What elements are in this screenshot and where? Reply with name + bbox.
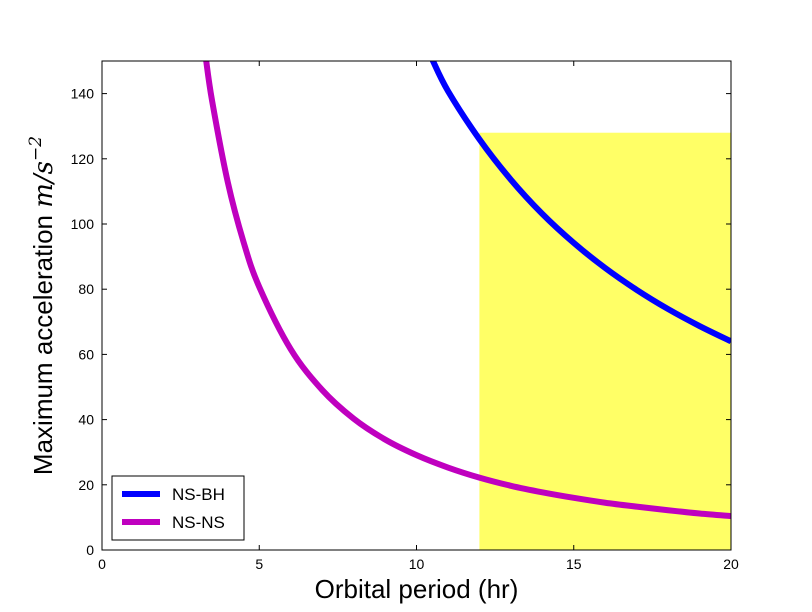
x-tick-label: 5	[255, 556, 263, 572]
legend-box	[111, 475, 245, 541]
legend-label-ns-ns: NS-NS	[172, 513, 225, 532]
y-tick-label: 40	[78, 412, 94, 428]
y-tick-label: 80	[78, 281, 94, 297]
y-tick-label: 60	[78, 346, 94, 362]
y-tick-label: 0	[86, 542, 94, 558]
series-line-ns-bh	[429, 61, 731, 345]
y-tick-label: 100	[71, 216, 95, 232]
y-axis-title-exponent: −2	[26, 136, 46, 161]
x-tick-label: 15	[566, 556, 582, 572]
x-tick-label: 20	[723, 556, 739, 572]
legend: NS-BH NS-NS	[111, 475, 245, 541]
y-tick-label: 20	[78, 477, 94, 493]
y-tick-label: 140	[71, 86, 95, 102]
y-axis-title-text: Maximum acceleration	[28, 215, 58, 475]
y-axis-title: Maximum acceleration m/s−2	[26, 136, 59, 475]
shaded-region	[479, 132, 731, 550]
x-tick-label: 10	[409, 556, 425, 572]
y-axis-title-math: m/s	[29, 161, 59, 208]
legend-label-ns-bh: NS-BH	[172, 485, 225, 504]
y-tick-label: 120	[71, 151, 95, 167]
x-axis-title: Orbital period (hr)	[315, 574, 519, 604]
series-line-ns-ns	[203, 61, 731, 520]
x-tick-label: 0	[98, 556, 106, 572]
